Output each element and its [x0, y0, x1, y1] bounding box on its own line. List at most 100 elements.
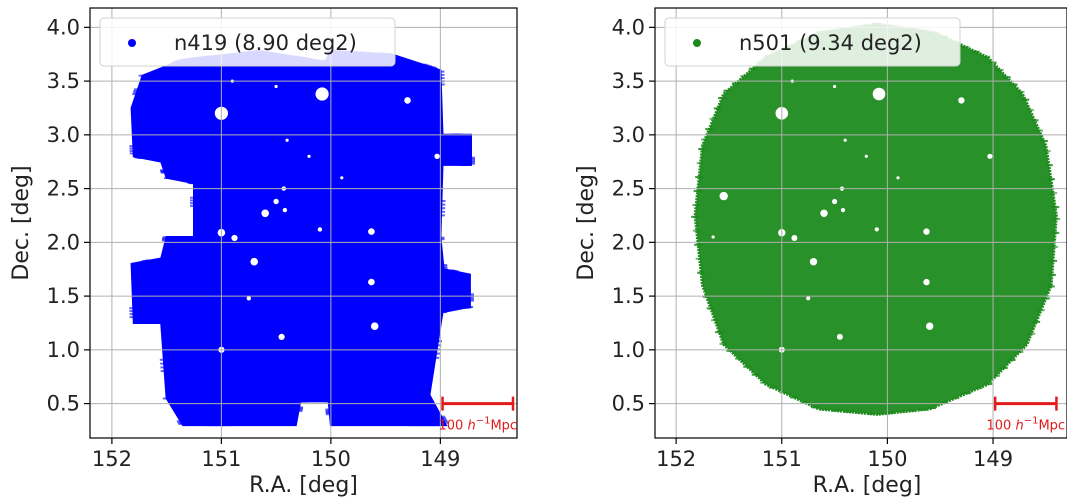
star-mask [250, 257, 258, 266]
star-mask [404, 97, 411, 104]
star-mask [958, 97, 965, 104]
edge-fringe [133, 89, 142, 92]
edge-fringe [971, 50, 980, 53]
edge-fringe [843, 410, 852, 413]
y-tick-label: 3.5 [612, 69, 645, 93]
legend-marker [128, 39, 136, 47]
edge-fringe [294, 407, 303, 410]
edge-fringe [1046, 285, 1055, 288]
star-mask [926, 322, 934, 330]
edge-fringe [431, 424, 440, 427]
edge-fringe [433, 344, 442, 347]
edge-fringe [751, 373, 760, 376]
edge-fringe [961, 45, 970, 48]
edge-fringe [205, 424, 213, 427]
edge-fringe [962, 392, 971, 395]
edge-fringe [939, 402, 948, 404]
edge-fringe [325, 409, 334, 412]
edge-fringe [162, 397, 171, 400]
edge-fringe [984, 382, 993, 385]
edge-fringe [731, 82, 740, 85]
edge-fringe [760, 381, 769, 384]
edge-fringe [162, 238, 170, 241]
plot-frame [89, 7, 518, 439]
edge-fringe [713, 107, 722, 110]
edge-fringe [437, 207, 446, 210]
edge-fringe [715, 331, 724, 334]
edge-fringe [138, 157, 147, 159]
star-mask [278, 333, 285, 340]
legend-marker [693, 39, 701, 47]
edge-fringe [177, 421, 186, 424]
y-tick-label: 1.0 [47, 338, 80, 362]
edge-fringe [718, 97, 726, 100]
x-tick-label: 151 [762, 447, 802, 471]
edge-fringe [437, 203, 446, 206]
star-mask [791, 235, 798, 241]
edge-fringe [465, 293, 474, 296]
edge-fringe [695, 176, 704, 178]
edge-fringe [701, 138, 710, 141]
edge-fringe [1044, 164, 1053, 167]
edge-fringe [697, 271, 706, 274]
scale-bar: 100 h−1Mpc [438, 396, 517, 434]
y-tick-label: 1.0 [612, 338, 645, 362]
edge-fringe [1009, 83, 1018, 86]
edge-fringe [779, 391, 788, 394]
y-tick-label: 3.0 [47, 123, 80, 147]
edge-fringe [711, 319, 719, 322]
survey-footprint [130, 49, 472, 427]
star-mask [315, 87, 329, 101]
x-tick-label: 151 [201, 447, 241, 471]
edge-fringe [325, 412, 334, 414]
star-mask [711, 235, 715, 239]
star-mask [832, 198, 838, 205]
edge-fringe [178, 423, 187, 425]
y-tick-label: 2.0 [47, 230, 80, 254]
star-mask [843, 138, 847, 142]
edge-fringe [190, 199, 198, 202]
edge-fringe [1025, 109, 1034, 111]
edge-fringe [928, 407, 936, 409]
edge-fringe [129, 150, 138, 152]
edge-fringe [160, 366, 169, 369]
edge-fringe [420, 424, 428, 427]
edge-fringe [437, 415, 446, 418]
edge-fringe [210, 424, 219, 427]
edge-fringe [439, 264, 448, 266]
edge-fringe [439, 311, 448, 314]
edge-fringe [1002, 76, 1011, 79]
edge-fringe [141, 260, 150, 263]
edge-fringe [159, 358, 168, 361]
star-mask [307, 154, 311, 158]
edge-fringe [1049, 192, 1058, 195]
edge-fringe [705, 128, 714, 131]
edge-fringe [467, 158, 475, 161]
edge-fringe [740, 75, 749, 78]
edge-fringe [867, 412, 875, 415]
edge-fringe [694, 243, 703, 246]
edge-fringe [1047, 273, 1056, 276]
x-tick-label: 149 [973, 447, 1013, 471]
edge-fringe [465, 299, 474, 302]
edge-fringe [408, 424, 417, 427]
x-axis-label: R.A. [deg] [249, 473, 358, 497]
edge-fringe [1050, 245, 1059, 248]
edge-fringe [463, 163, 472, 166]
edge-fringe [301, 400, 310, 403]
edge-fringe [132, 91, 141, 94]
edge-fringe [129, 307, 138, 310]
edge-fringe [414, 424, 423, 427]
star-mask [806, 296, 811, 301]
edge-fringe [467, 156, 475, 159]
edge-fringe [465, 296, 474, 299]
edge-fringe [768, 386, 777, 389]
edge-fringe [425, 424, 434, 427]
edge-fringe [1046, 178, 1055, 181]
edge-fringe [438, 417, 447, 420]
footprint-group [691, 22, 1061, 416]
star-mask [874, 227, 879, 232]
x-tick-label: 152 [656, 447, 696, 471]
edge-fringe [439, 267, 448, 270]
